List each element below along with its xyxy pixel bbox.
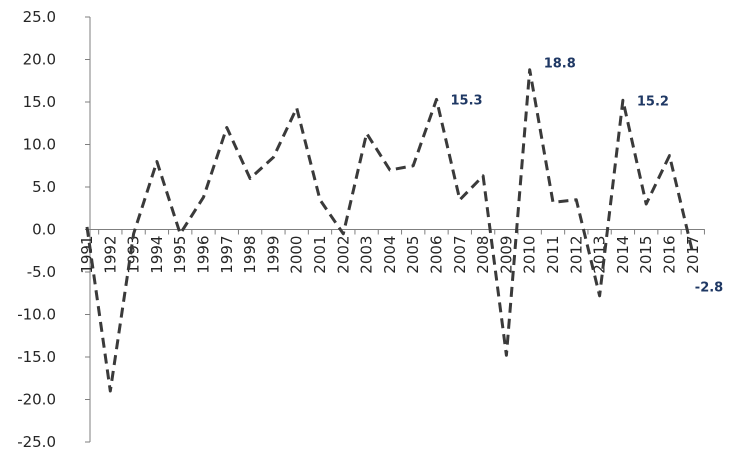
y-tick-label: 15.0 [23, 93, 56, 111]
x-tick-label: 2017 [684, 236, 702, 274]
data-label: 15.2 [637, 94, 669, 109]
y-tick-label: 20.0 [23, 51, 56, 69]
data-label: -2.8 [695, 280, 723, 295]
y-tick-label: 5.0 [32, 178, 56, 196]
data-label: 15.3 [451, 93, 483, 108]
x-tick-label: 2009 [497, 236, 515, 274]
data-label: 18.8 [544, 57, 576, 72]
x-tick-label: 1999 [264, 236, 282, 274]
x-tick-label: 2012 [567, 236, 585, 274]
x-tick-label: 2002 [334, 236, 352, 274]
y-tick-label: -15.0 [17, 348, 56, 366]
x-tick-label: 2007 [451, 236, 469, 274]
y-tick-label: 0.0 [32, 221, 56, 239]
x-tick-label: 1995 [171, 236, 189, 274]
y-tick-label: 10.0 [23, 136, 56, 154]
y-tick-label: -20.0 [17, 391, 56, 409]
x-tick-label: 2014 [614, 236, 632, 274]
x-tick-label: 2001 [311, 236, 329, 274]
y-tick-label: -10.0 [17, 306, 56, 324]
x-tick-label: 2015 [637, 236, 655, 274]
x-tick-label: 2004 [381, 236, 399, 274]
x-tick-label: 2005 [404, 236, 422, 274]
x-tick-label: 1996 [195, 236, 213, 274]
x-tick-label: 1994 [148, 236, 166, 274]
x-tick-label: 1992 [101, 236, 119, 274]
x-tick-label: 2010 [521, 236, 539, 274]
x-tick-label: 1997 [218, 235, 236, 273]
x-tick-label: 1998 [241, 236, 259, 274]
y-tick-label: -5.0 [27, 263, 56, 281]
x-tick-label: 2006 [428, 236, 446, 274]
x-tick-label: 2000 [288, 236, 306, 274]
x-tick-label: 2003 [358, 236, 376, 274]
y-tick-label: -25.0 [17, 433, 56, 451]
x-tick-label: 2008 [474, 235, 492, 273]
x-tick-label: 2011 [544, 236, 562, 274]
x-tick-label: 2016 [661, 236, 679, 274]
y-tick-label: 25.0 [23, 8, 56, 26]
series-line [85, 68, 695, 393]
